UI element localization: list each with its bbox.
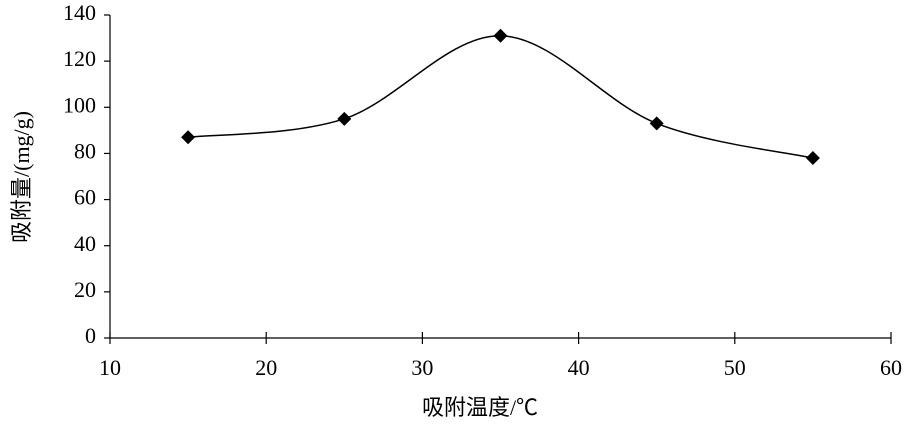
y-axis-label: 吸附量/(mg/g)	[9, 111, 34, 243]
marker	[337, 111, 352, 126]
x-tick-label: 20	[255, 355, 277, 380]
x-tick-label: 30	[411, 355, 433, 380]
y-tick-label: 80	[74, 138, 96, 163]
x-tick-label: 40	[568, 355, 590, 380]
y-tick-label: 60	[74, 185, 96, 210]
x-tick-label: 50	[724, 355, 746, 380]
x-axis-label: 吸附温度/℃	[422, 395, 538, 420]
marker	[181, 130, 196, 145]
y-tick-label: 40	[74, 231, 96, 256]
y-tick-label: 100	[63, 92, 96, 117]
y-tick-label: 120	[63, 46, 96, 71]
marker	[649, 116, 664, 131]
x-tick-label: 10	[99, 355, 121, 380]
y-tick-label: 20	[74, 277, 96, 302]
y-tick-label: 140	[63, 0, 96, 25]
marker	[805, 151, 820, 166]
marker	[493, 28, 508, 43]
data-line	[188, 35, 814, 159]
x-tick-label: 60	[880, 355, 902, 380]
y-tick-label: 0	[85, 323, 96, 348]
